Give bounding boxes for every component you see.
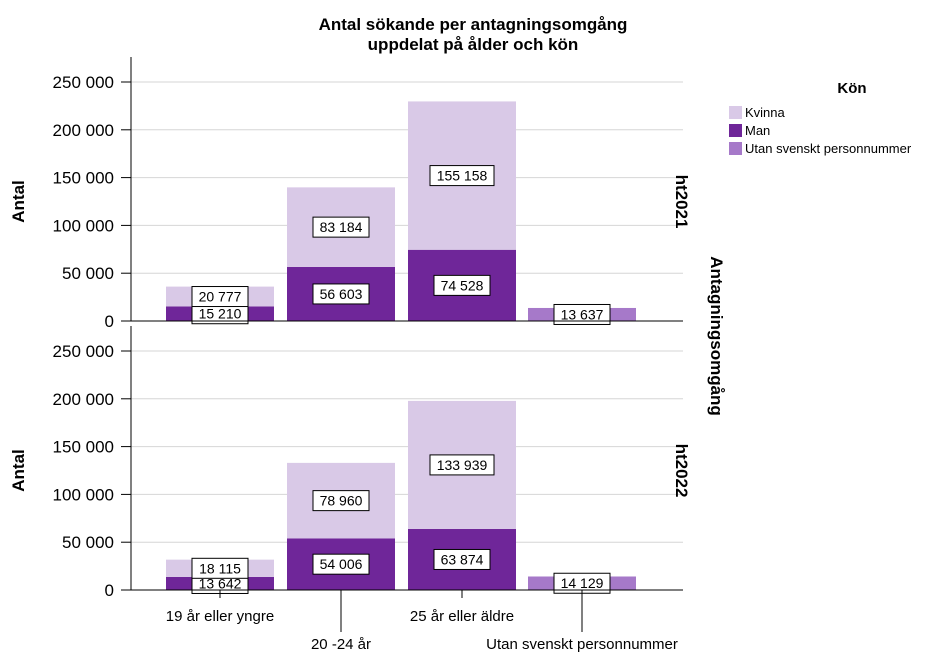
plot-area: 0 50 000 100 000 150 000 200 000 250 000 Antal…: [9, 57, 726, 653]
legend-label: Kvinna: [745, 105, 786, 120]
y-tick-label: 100 000: [53, 216, 114, 235]
legend-swatch: [729, 142, 742, 155]
data-label-box: [433, 548, 491, 570]
data-label: 15 210: [199, 306, 242, 322]
data-label-box: [553, 303, 611, 325]
data-label: 78 960: [320, 493, 363, 509]
x-category-label: 25 år eller äldre: [410, 608, 514, 625]
panel-label: ht2021: [672, 175, 691, 229]
data-label-box: [312, 490, 370, 512]
data-label: 14 129: [561, 575, 604, 591]
x-category-label: 19 år eller yngre: [166, 608, 274, 625]
y-axis-title: Antal: [9, 449, 28, 492]
chart-subtitle: uppdelat på ålder och kön: [368, 35, 579, 54]
panel-axis-title: Antagningsomgång: [707, 256, 726, 416]
data-label-box: [312, 216, 370, 238]
panel-ht2021: 0 50 000 100 000 150 000 200 000 250 000 Antal…: [9, 57, 691, 331]
y-tick-label: 50 000: [62, 533, 114, 552]
y-tick-label: 0: [105, 581, 114, 600]
data-label: 20 777: [199, 289, 242, 305]
data-label: 63 874: [441, 551, 484, 567]
data-label-box: [433, 274, 491, 296]
y-tick-label: 50 000: [62, 264, 114, 283]
chart-title: Antal sökande per antagningsomgång: [319, 15, 628, 34]
legend-swatch: [729, 106, 742, 119]
data-label-box: [312, 283, 370, 305]
data-label: 83 184: [320, 219, 363, 235]
y-tick-label: 100 000: [53, 485, 114, 504]
x-category-label: 20 -24 år: [311, 636, 371, 652]
y-tick-label: 0: [105, 312, 114, 331]
data-label: 155 158: [437, 168, 488, 184]
data-label: 54 006: [320, 556, 363, 572]
y-axis-title: Antal: [9, 180, 28, 223]
data-label-box: [312, 553, 370, 575]
data-label: 13 642: [199, 575, 242, 591]
panel-label: ht2022: [672, 444, 691, 498]
x-category-label: Utan svenskt personnummer: [486, 636, 678, 652]
y-tick-label: 150 000: [53, 438, 114, 457]
data-label: 18 115: [199, 560, 241, 576]
legend-title: Kön: [837, 80, 866, 97]
data-label-box: [191, 557, 249, 579]
data-label-box: [191, 286, 249, 308]
y-tick-label: 250 000: [53, 73, 114, 92]
y-tick-label: 250 000: [53, 342, 114, 361]
data-label-box: [429, 165, 495, 187]
y-tick-label: 150 000: [53, 169, 114, 188]
data-label: 56 603: [320, 286, 363, 302]
panel-ht2022: 0 50 000 100 000 150 000 200 000 250 000 Antal…: [9, 326, 691, 600]
data-label: 74 528: [441, 277, 484, 293]
data-label-box: [429, 454, 495, 476]
data-label: 133 939: [437, 457, 488, 473]
y-tick-label: 200 000: [53, 121, 114, 140]
legend-swatch: [729, 124, 742, 137]
data-label: 13 637: [561, 306, 604, 322]
y-tick-label: 200 000: [53, 390, 114, 409]
legend: Kön Kvinna Man Utan svenskt personnummer: [729, 80, 912, 156]
legend-label: Utan svenskt personnummer: [745, 141, 912, 156]
legend-label: Man: [745, 123, 770, 138]
